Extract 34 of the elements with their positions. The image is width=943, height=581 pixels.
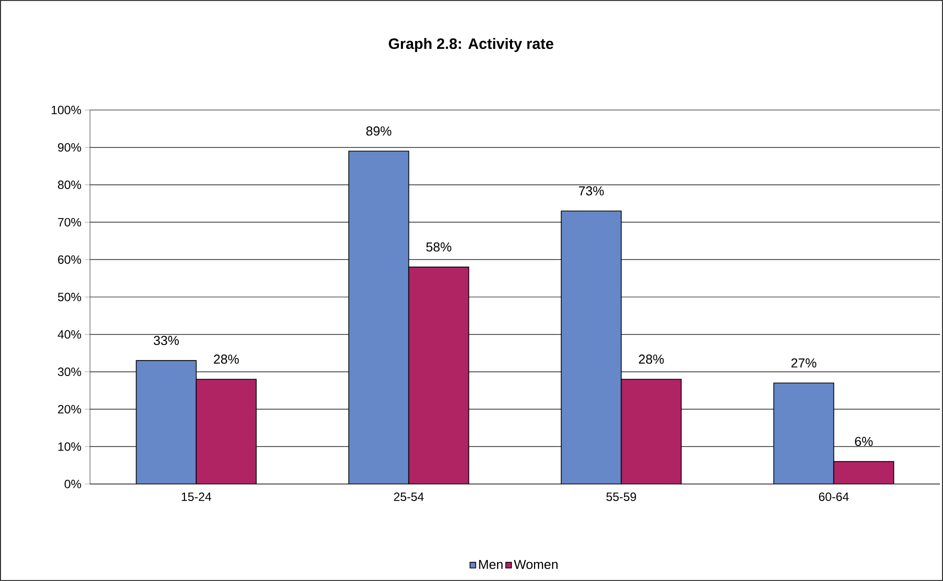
y-tick-label: 100% xyxy=(52,106,82,114)
x-tick-label: 25-54 xyxy=(394,492,424,502)
y-tick-label: 70% xyxy=(58,218,82,226)
bar xyxy=(620,378,682,484)
y-tick-label: 40% xyxy=(58,330,82,339)
y-tick-label: 0% xyxy=(64,480,82,488)
y-tick-label: 30% xyxy=(58,368,82,376)
data-label: 28% xyxy=(638,354,664,364)
bar xyxy=(348,150,410,484)
bar xyxy=(833,461,894,484)
bar xyxy=(560,210,622,484)
bar xyxy=(408,266,470,484)
data-label: 28% xyxy=(214,354,239,364)
data-label: 33% xyxy=(154,336,179,346)
legend-label: Women xyxy=(514,560,558,570)
data-label: 73% xyxy=(578,186,604,196)
data-label: 27% xyxy=(791,358,816,368)
y-tick-label: 90% xyxy=(58,143,82,152)
bar xyxy=(773,382,834,484)
x-tick-label: 15-24 xyxy=(182,492,212,502)
x-tick-label: 55-59 xyxy=(606,492,636,502)
chart-title: Graph 2.8: Activity rate xyxy=(388,38,554,52)
y-tick-label: 20% xyxy=(58,404,82,414)
data-label: 6% xyxy=(855,436,873,446)
y-tick-label: 80% xyxy=(58,180,82,190)
data-label: 89% xyxy=(366,126,392,136)
y-tick-label: 50% xyxy=(58,292,82,302)
y-tick-label: 10% xyxy=(58,442,82,451)
y-tick-label: 60% xyxy=(58,255,82,264)
x-tick-label: 60-64 xyxy=(819,492,849,502)
data-label: 58% xyxy=(426,242,452,252)
bar xyxy=(136,360,197,484)
legend-label: Men xyxy=(479,560,503,570)
bar xyxy=(196,378,257,484)
